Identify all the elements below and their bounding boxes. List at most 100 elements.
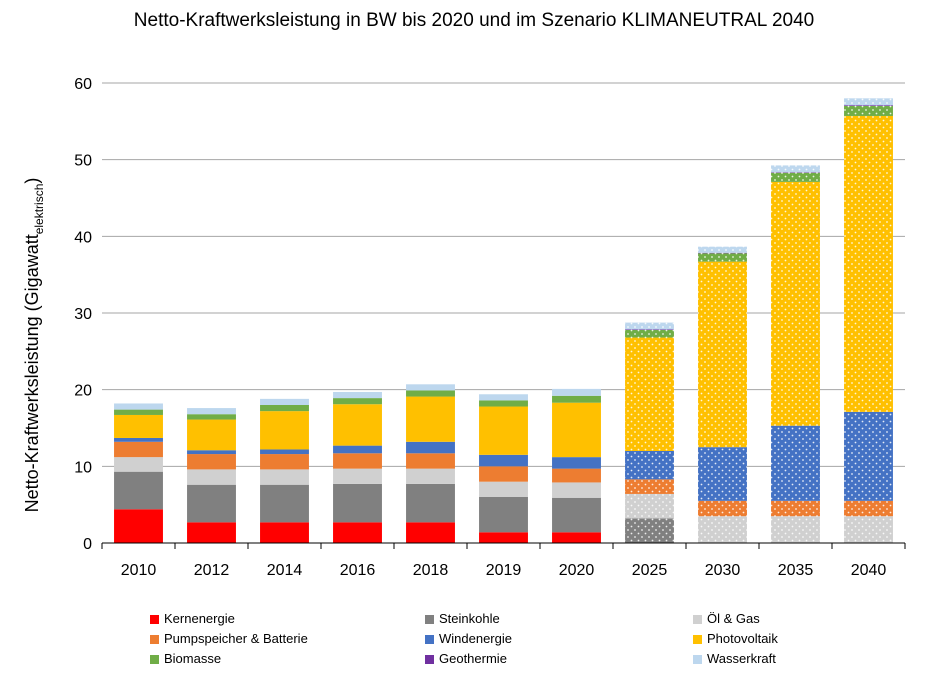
x-tick-label: 2025 <box>632 562 668 579</box>
bar-2040-wasserkraft <box>844 98 893 106</box>
bar-2035-windenergie <box>771 425 820 501</box>
x-tick-label: 2012 <box>194 562 230 579</box>
bar-2035-photovoltaik <box>771 181 820 426</box>
bar-2012-wasserkraft <box>187 408 236 415</box>
y-tick-label: 30 <box>74 306 92 323</box>
bar-2018-pumpspeicher-batterie <box>406 453 455 469</box>
legend-item: Steinkohle <box>425 610 500 628</box>
y-tick-label: 40 <box>74 229 92 246</box>
bar-2020-steinkohle <box>552 497 601 533</box>
bar-2035--l-gas <box>771 516 820 543</box>
bar-2016-pumpspeicher-batterie <box>333 453 382 469</box>
bar-2012-steinkohle <box>187 484 236 523</box>
legend-swatch <box>150 615 159 624</box>
bar-2040-photovoltaik <box>844 115 893 412</box>
bar-2016-kernenergie <box>333 522 382 543</box>
legend-swatch <box>425 635 434 644</box>
bar-2010-windenergie <box>114 437 163 442</box>
bar-2010-biomasse <box>114 409 163 415</box>
bar-2035-geothermie <box>771 172 820 173</box>
bar-2018-kernenergie <box>406 522 455 543</box>
bar-2020-biomasse <box>552 395 601 403</box>
bar-2025-windenergie <box>625 451 674 480</box>
bar-2012--l-gas <box>187 469 236 485</box>
bar-2016-biomasse <box>333 398 382 405</box>
legend-label: Kernenergie <box>164 611 235 626</box>
bar-2030--l-gas <box>698 516 747 543</box>
bar-2014-kernenergie <box>260 522 309 543</box>
bar-2012-biomasse <box>187 414 236 420</box>
bar-2014-steinkohle <box>260 484 309 523</box>
bar-2019-kernenergie <box>479 532 528 543</box>
x-tick-label: 2020 <box>559 562 595 579</box>
y-axis-label: Netto-Kraftwerksleistung (Gigawattelektr… <box>22 178 46 513</box>
y-tick-label: 60 <box>74 76 92 93</box>
legend-item: Windenergie <box>425 630 512 648</box>
y-tick-label: 0 <box>83 536 92 553</box>
bar-2025-steinkohle <box>625 518 674 543</box>
legend-swatch <box>150 655 159 664</box>
bar-2035-biomasse <box>771 172 820 182</box>
bar-2020-wasserkraft <box>552 388 601 396</box>
bar-2010-photovoltaik <box>114 414 163 438</box>
legend-swatch <box>425 655 434 664</box>
y-tick-label: 10 <box>74 459 92 476</box>
legend-item: Geothermie <box>425 650 507 668</box>
legend-label: Steinkohle <box>439 611 500 626</box>
chart-title: Netto-Kraftwerksleistung in BW bis 2020 … <box>133 10 815 31</box>
bar-2014-biomasse <box>260 405 309 412</box>
bars <box>114 98 893 543</box>
legend-label: Pumpspeicher & Batterie <box>164 631 308 646</box>
bar-2020-photovoltaik <box>552 402 601 458</box>
y-axis-label-close: ) <box>22 178 42 184</box>
legend-item: Biomasse <box>150 650 221 668</box>
legend-swatch <box>425 615 434 624</box>
bar-2019-wasserkraft <box>479 394 528 401</box>
bar-2012-photovoltaik <box>187 419 236 451</box>
legend-item: Kernenergie <box>150 610 235 628</box>
bar-2014-photovoltaik <box>260 411 309 450</box>
y-tick-label: 20 <box>74 383 92 400</box>
legend-label: Wasserkraft <box>707 651 776 666</box>
bar-2025--l-gas <box>625 493 674 519</box>
bar-2019-biomasse <box>479 400 528 407</box>
bar-2040--l-gas <box>844 516 893 543</box>
bar-2035-pumpspeicher-batterie <box>771 500 820 517</box>
bar-2025-biomasse <box>625 329 674 338</box>
bar-2010-wasserkraft <box>114 403 163 410</box>
x-tick-label: 2018 <box>413 562 449 579</box>
bar-2010-pumpspeicher-batterie <box>114 441 163 458</box>
bar-2025-pumpspeicher-batterie <box>625 479 674 494</box>
bar-2030-biomasse <box>698 253 747 262</box>
bar-2040-pumpspeicher-batterie <box>844 500 893 517</box>
bar-2018-windenergie <box>406 441 455 454</box>
bar-2016-photovoltaik <box>333 404 382 446</box>
bar-2014-wasserkraft <box>260 398 309 405</box>
bar-2019-pumpspeicher-batterie <box>479 466 528 482</box>
y-axis-label-subscript: elektrisch <box>32 184 46 235</box>
legend-swatch <box>150 635 159 644</box>
bar-2020-kernenergie <box>552 532 601 543</box>
bar-2020--l-gas <box>552 482 601 498</box>
x-tick-label: 2030 <box>705 562 741 579</box>
legend-swatch <box>693 655 702 664</box>
bar-2016--l-gas <box>333 468 382 484</box>
legend-label: Biomasse <box>164 651 222 666</box>
bar-2014-pumpspeicher-batterie <box>260 454 309 470</box>
bar-2012-pumpspeicher-batterie <box>187 454 236 470</box>
bar-2014--l-gas <box>260 469 309 485</box>
bar-2030-windenergie <box>698 447 747 501</box>
bar-2030-pumpspeicher-batterie <box>698 500 747 517</box>
bar-2019--l-gas <box>479 481 528 497</box>
bar-2016-wasserkraft <box>333 391 382 399</box>
bar-2019-windenergie <box>479 454 528 467</box>
bar-2018-wasserkraft <box>406 384 455 391</box>
legend-item: Photovoltaik <box>693 630 778 648</box>
bar-2010--l-gas <box>114 457 163 472</box>
bar-2014-windenergie <box>260 449 309 455</box>
legend-label: Öl & Gas <box>707 611 760 626</box>
legend-item: Wasserkraft <box>693 650 776 668</box>
bar-2010-steinkohle <box>114 471 163 510</box>
bar-2025-photovoltaik <box>625 337 674 451</box>
bar-2020-windenergie <box>552 457 601 469</box>
